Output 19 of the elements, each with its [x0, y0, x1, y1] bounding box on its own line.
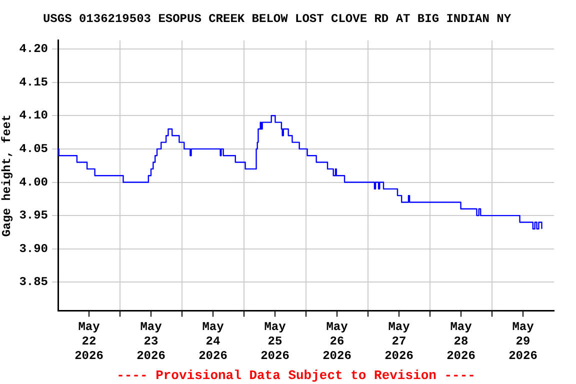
x-tick-label: May 29 2026: [508, 320, 538, 363]
chart-title: USGS 0136219503 ESOPUS CREEK BELOW LOST CLOVE RD AT BIG INDIAN NY: [42, 12, 512, 26]
text: ---- Provisional Data Subject to Revision ----: [116, 368, 476, 383]
x-tick-label: May 22 2026: [74, 320, 104, 363]
y-tick-label: 4.00: [19, 175, 48, 190]
y-axis-title: Gage height, feet: [0, 114, 14, 237]
y-tick-label: 4.10: [19, 108, 48, 123]
y-tick-label: 3.95: [19, 208, 48, 223]
x-tick-label: May 25 2026: [260, 320, 290, 363]
y-tick-label: 3.90: [19, 242, 48, 256]
y-tick-label: 3.85: [19, 275, 48, 290]
x-tick-label: May 27 2026: [384, 320, 414, 363]
x-tick-label: May 26 2026: [322, 320, 352, 363]
y-tick-label: 4.05: [19, 142, 48, 156]
x-tick-label: May 24 2026: [198, 320, 228, 363]
x-tick-label: May 23 2026: [136, 320, 166, 363]
x-tick-label: May 28 2026: [446, 320, 476, 363]
y-tick-label: 4.15: [19, 75, 48, 90]
y-tick-label: 4.20: [19, 42, 48, 56]
